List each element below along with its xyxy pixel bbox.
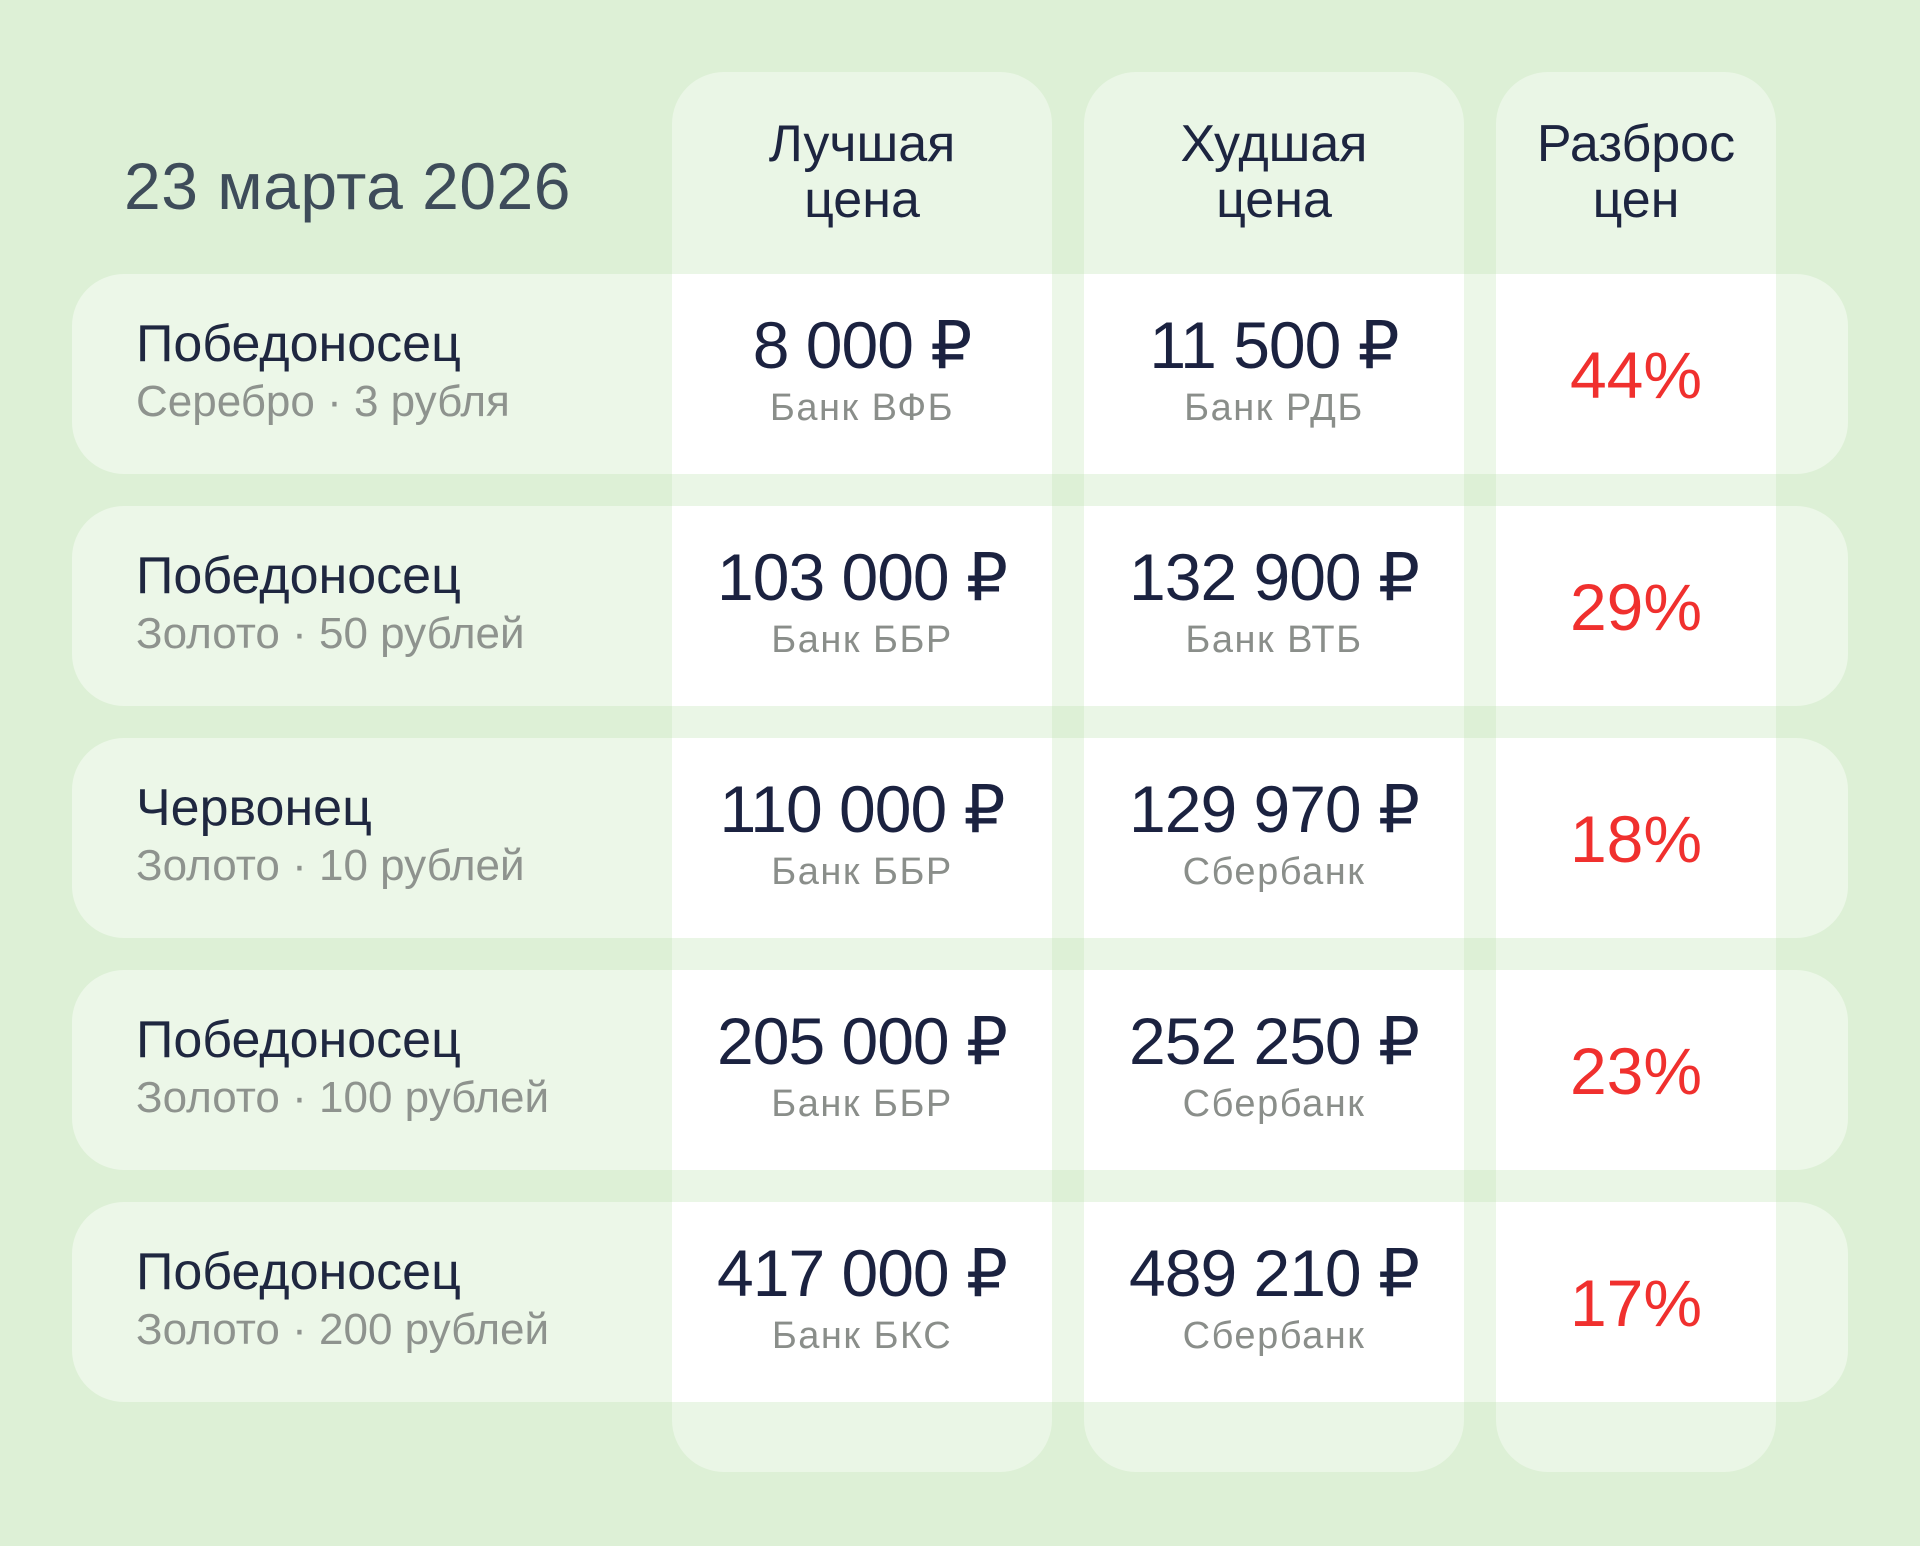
cell-background bbox=[1496, 274, 1776, 474]
best-price-header-line: Лучшая bbox=[768, 115, 956, 173]
coin-denomination: 50 рублей bbox=[319, 609, 525, 658]
coin-metal: Золото bbox=[136, 841, 280, 890]
worst-price-value: 129 970 ₽ bbox=[1129, 772, 1420, 846]
coin-meta: Серебро · 3 рубля bbox=[136, 377, 510, 426]
coin-denomination: 3 рубля bbox=[353, 377, 510, 426]
best-price-cell: 110 000 ₽ Банк ББР bbox=[672, 772, 1052, 898]
cell-background bbox=[672, 506, 1052, 706]
coin-meta: Золото · 10 рублей bbox=[136, 841, 525, 890]
worst-price-cell: 489 210 ₽ Сбербанк bbox=[1084, 1236, 1464, 1362]
coin-denomination: 100 рублей bbox=[319, 1073, 550, 1122]
cell-background bbox=[1496, 506, 1776, 706]
coin-metal: Золото bbox=[136, 609, 280, 658]
coin-meta: Золото · 50 рублей bbox=[136, 609, 525, 658]
worst-price-bank: Сбербанк bbox=[1182, 1315, 1366, 1357]
worst-price-value: 132 900 ₽ bbox=[1129, 540, 1420, 614]
date-title: 23 марта 2026 bbox=[124, 149, 571, 223]
best-price-value: 205 000 ₽ bbox=[717, 1004, 1008, 1078]
spread-value: 44% bbox=[1569, 338, 1703, 412]
cell-background bbox=[672, 1202, 1052, 1402]
coin-meta: Золото · 100 рублей bbox=[136, 1073, 550, 1122]
worst-price-cell: 129 970 ₽ Сбербанк bbox=[1084, 772, 1464, 898]
best-price-header: Лучшая цена bbox=[672, 116, 1052, 228]
coin-info: Победоносец Золото · 200 рублей bbox=[136, 1242, 549, 1358]
cell-background bbox=[1084, 1202, 1464, 1402]
worst-price-cell: 11 500 ₽ Банк РДБ bbox=[1084, 308, 1464, 434]
worst-price-bank: Банк ВТБ bbox=[1185, 619, 1363, 661]
best-price-value: 417 000 ₽ bbox=[717, 1236, 1008, 1310]
coin-metal: Серебро bbox=[136, 377, 315, 426]
coin-name: Победоносец bbox=[136, 547, 461, 605]
best-price-bank: Банк ББР bbox=[771, 851, 953, 893]
coin-name: Победоносец bbox=[136, 1011, 461, 1069]
cell-background bbox=[1084, 506, 1464, 706]
coin-metal: Золото bbox=[136, 1073, 280, 1122]
spread-value: 23% bbox=[1569, 1034, 1703, 1108]
best-price-bank: Банк БКС bbox=[771, 1315, 953, 1357]
cell-background bbox=[672, 970, 1052, 1170]
best-price-cell: 205 000 ₽ Банк ББР bbox=[672, 1004, 1052, 1130]
cell-background bbox=[1496, 1202, 1776, 1402]
best-price-value: 103 000 ₽ bbox=[717, 540, 1008, 614]
cell-background bbox=[1084, 738, 1464, 938]
worst-price-value: 252 250 ₽ bbox=[1129, 1004, 1420, 1078]
best-price-bank: Банк ББР bbox=[771, 1083, 953, 1125]
worst-price-value: 11 500 ₽ bbox=[1149, 308, 1399, 382]
worst-price-bank: Сбербанк bbox=[1182, 851, 1366, 893]
coin-info: Победоносец Золото · 50 рублей bbox=[136, 546, 525, 662]
best-price-header-line: цена bbox=[804, 171, 920, 229]
worst-price-bank: Банк РДБ bbox=[1184, 387, 1364, 429]
coin-name: Победоносец bbox=[136, 315, 461, 373]
cell-background bbox=[1496, 738, 1776, 938]
worst-price-header: Худшая цена bbox=[1084, 116, 1464, 228]
best-price-cell: 8 000 ₽ Банк ВФБ bbox=[672, 308, 1052, 434]
spread-header: Разброс цен bbox=[1496, 116, 1776, 228]
coin-name: Победоносец bbox=[136, 1243, 461, 1301]
worst-price-bank: Сбербанк bbox=[1182, 1083, 1366, 1125]
worst-price-value: 489 210 ₽ bbox=[1129, 1236, 1420, 1310]
cell-background bbox=[672, 274, 1052, 474]
cell-background bbox=[1084, 970, 1464, 1170]
coin-denomination: 10 рублей bbox=[319, 841, 525, 890]
spread-value: 29% bbox=[1569, 570, 1703, 644]
best-price-value: 110 000 ₽ bbox=[719, 772, 1005, 846]
coin-denomination: 200 рублей bbox=[319, 1305, 550, 1354]
coin-info: Победоносец Золото · 100 рублей bbox=[136, 1010, 549, 1126]
worst-price-cell: 252 250 ₽ Сбербанк bbox=[1084, 1004, 1464, 1130]
best-price-bank: Банк ББР bbox=[771, 619, 953, 661]
best-price-value: 8 000 ₽ bbox=[752, 308, 973, 382]
worst-price-cell: 132 900 ₽ Банк ВТБ bbox=[1084, 540, 1464, 666]
best-price-cell: 103 000 ₽ Банк ББР bbox=[672, 540, 1052, 666]
coin-info: Победоносец Серебро · 3 рубля bbox=[136, 314, 510, 430]
cell-background bbox=[1496, 970, 1776, 1170]
cell-background bbox=[1084, 274, 1464, 474]
worst-price-header-line: Худшая bbox=[1180, 115, 1368, 173]
worst-price-header-line: цена bbox=[1216, 171, 1332, 229]
coin-meta: Золото · 200 рублей bbox=[136, 1305, 550, 1354]
best-price-bank: Банк ВФБ bbox=[769, 387, 955, 429]
coin-metal: Золото bbox=[136, 1305, 280, 1354]
coin-name: Червонец bbox=[136, 779, 372, 837]
best-price-cell: 417 000 ₽ Банк БКС bbox=[672, 1236, 1052, 1362]
spread-header-line: цен bbox=[1592, 171, 1680, 229]
coin-info: Червонец Золото · 10 рублей bbox=[136, 778, 525, 894]
spread-value: 18% bbox=[1569, 802, 1703, 876]
spread-value: 17% bbox=[1569, 1266, 1703, 1340]
cell-background bbox=[672, 738, 1052, 938]
spread-header-line: Разброс bbox=[1536, 115, 1736, 173]
